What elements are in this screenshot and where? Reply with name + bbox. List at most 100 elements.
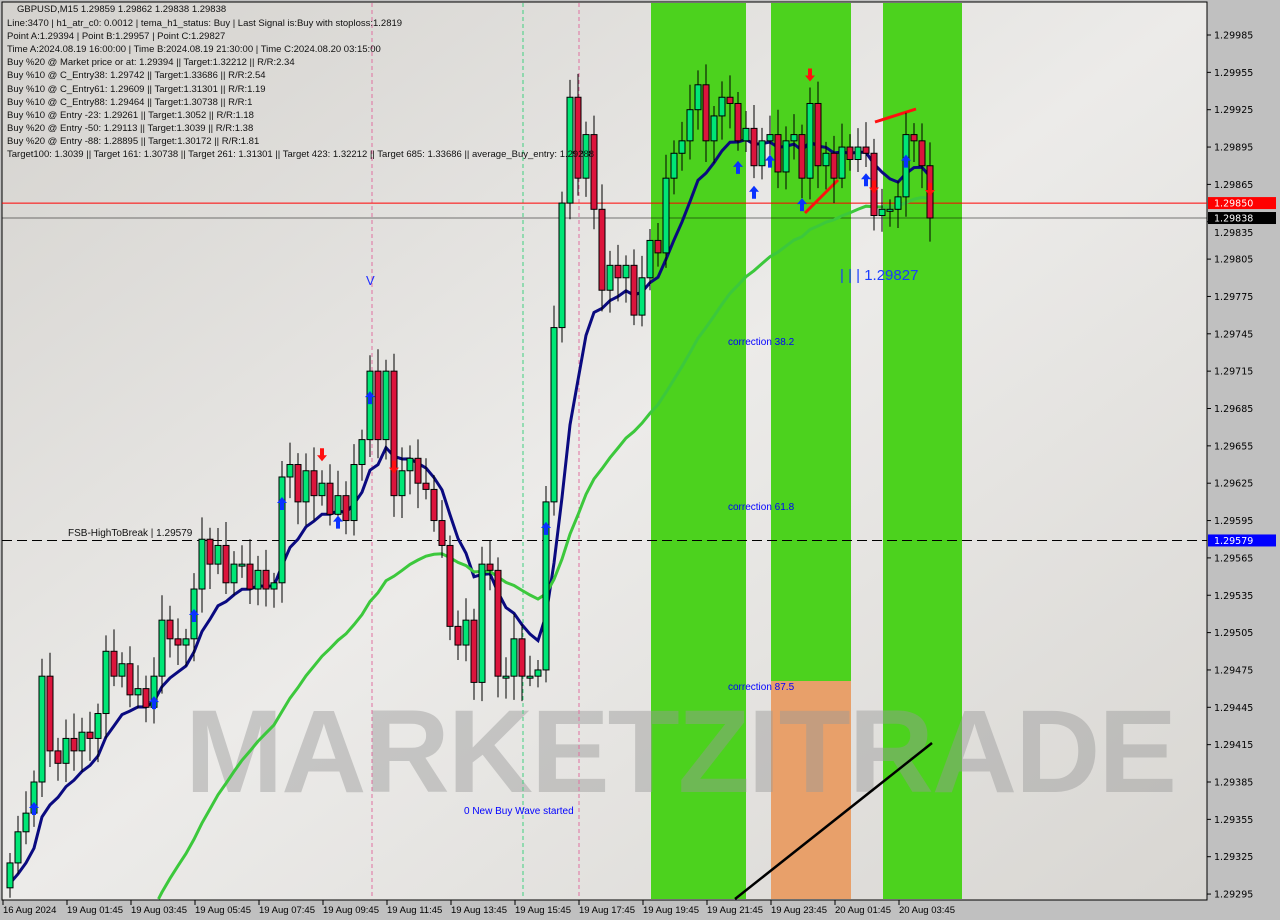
info-line: Line:3470 | h1_atr_c0: 0.0012 | tema_h1_… — [7, 18, 403, 29]
buy-arrow-icon — [149, 696, 159, 710]
candle-body — [798, 134, 806, 179]
candle-body — [830, 152, 838, 179]
sell-arrow-icon — [389, 460, 399, 474]
info-line: Buy %10 @ C_Entry61: 1.29609 || Target:1… — [7, 83, 266, 95]
candle-body — [662, 177, 670, 254]
candle-body — [862, 146, 870, 154]
candle-body — [918, 140, 926, 167]
candle-body — [254, 569, 262, 590]
candle-body — [310, 470, 318, 497]
fsb-label: FSB-HighToBreak | 1.29579 — [68, 528, 193, 539]
candle-body — [526, 675, 534, 679]
candle-body — [758, 140, 766, 167]
candle-body — [406, 457, 414, 472]
y-tick-label: 1.29805 — [1214, 255, 1253, 266]
trend-line — [734, 742, 933, 900]
watermark: MARKETZITRADE — [185, 686, 1175, 818]
ema-slow-line — [157, 195, 931, 900]
candle-body — [134, 688, 142, 696]
x-tick-label: 20 Aug 01:45 — [835, 905, 891, 916]
candle-body — [854, 146, 862, 161]
candle-body — [374, 370, 382, 441]
candle-body — [286, 464, 294, 478]
info-line: Buy %10 @ Entry -23: 1.29261 || Target:1… — [7, 109, 254, 121]
y-tick-label: 1.29535 — [1214, 591, 1253, 602]
candle-body — [6, 862, 14, 889]
candle-body — [574, 96, 582, 179]
candle-body — [606, 264, 614, 291]
candle-body — [486, 563, 494, 571]
candle-body — [342, 495, 350, 522]
candle-body — [742, 127, 750, 142]
candle-body — [646, 239, 654, 279]
candle-body — [590, 134, 598, 210]
price-tag — [1208, 212, 1276, 225]
new-buy-wave-label: 0 New Buy Wave started — [464, 806, 574, 817]
candle-body — [158, 619, 166, 677]
candle-body — [582, 134, 590, 179]
sell-arrow-icon — [925, 183, 935, 197]
price-tag-label: 1.29579 — [1214, 536, 1253, 547]
y-tick-label: 1.29565 — [1214, 553, 1253, 564]
candle-body — [14, 831, 22, 864]
candle-body — [438, 520, 446, 546]
y-tick-label: 1.29895 — [1214, 143, 1253, 154]
y-tick-label: 1.29355 — [1214, 815, 1253, 826]
candle-body — [70, 737, 78, 752]
candle-body — [382, 370, 390, 441]
candle-body — [822, 152, 830, 167]
candle-body — [878, 208, 886, 217]
candle-body — [534, 669, 542, 677]
candle-body — [622, 264, 630, 279]
candle-body — [686, 109, 694, 142]
candle-body — [222, 544, 230, 584]
candle-body — [430, 488, 438, 522]
info-line: Point A:1.29394 | Point B:1.29957 | Poin… — [7, 31, 226, 43]
y-tick-label: 1.29595 — [1214, 516, 1253, 527]
candle-body — [598, 208, 606, 291]
buy-arrow-icon — [749, 185, 759, 199]
candle-body — [518, 638, 526, 677]
x-tick-label: 19 Aug 19:45 — [643, 905, 699, 916]
time-axis — [0, 901, 1280, 920]
candle-body — [766, 134, 774, 142]
candle-body — [366, 370, 374, 441]
candle-body — [86, 731, 94, 739]
candle-body — [54, 750, 62, 764]
y-tick-label: 1.29415 — [1214, 740, 1253, 751]
point-c-label: | | | 1.29827 — [840, 267, 919, 284]
candle-body — [510, 638, 518, 677]
candle-body — [398, 470, 406, 497]
red-trend-line — [874, 107, 917, 124]
y-tick-label: 1.29325 — [1214, 852, 1253, 863]
price-tag — [1208, 197, 1276, 210]
candle-body — [198, 538, 206, 590]
candle-body — [502, 675, 510, 679]
candle-body — [414, 457, 422, 484]
candle-body — [174, 638, 182, 646]
candle-body — [734, 102, 742, 142]
y-tick-label: 1.29955 — [1214, 68, 1253, 79]
candle-body — [694, 84, 702, 111]
candle-body — [838, 146, 846, 179]
candle-body — [238, 563, 246, 567]
x-tick-label: 19 Aug 09:45 — [323, 905, 379, 916]
y-tick-label: 1.29445 — [1214, 703, 1253, 714]
info-line: Buy %10 @ C_Entry38: 1.29742 || Target:1… — [7, 70, 266, 82]
candle-body — [350, 464, 358, 522]
buy-arrow-icon — [861, 173, 871, 187]
x-tick-label: 19 Aug 13:45 — [451, 905, 507, 916]
buy-arrow-icon — [29, 802, 39, 815]
x-tick-label: 19 Aug 17:45 — [579, 905, 635, 916]
candle-body — [270, 582, 278, 590]
candle-body — [390, 370, 398, 497]
candle-body — [78, 731, 86, 752]
x-tick-label: 19 Aug 15:45 — [515, 905, 571, 916]
v-mark: V — [366, 273, 375, 288]
candle-body — [182, 638, 190, 646]
red-trend-line — [803, 178, 840, 215]
buy-arrow-icon — [733, 160, 743, 174]
y-tick-label: 1.29685 — [1214, 404, 1253, 415]
candle-body — [806, 102, 814, 179]
